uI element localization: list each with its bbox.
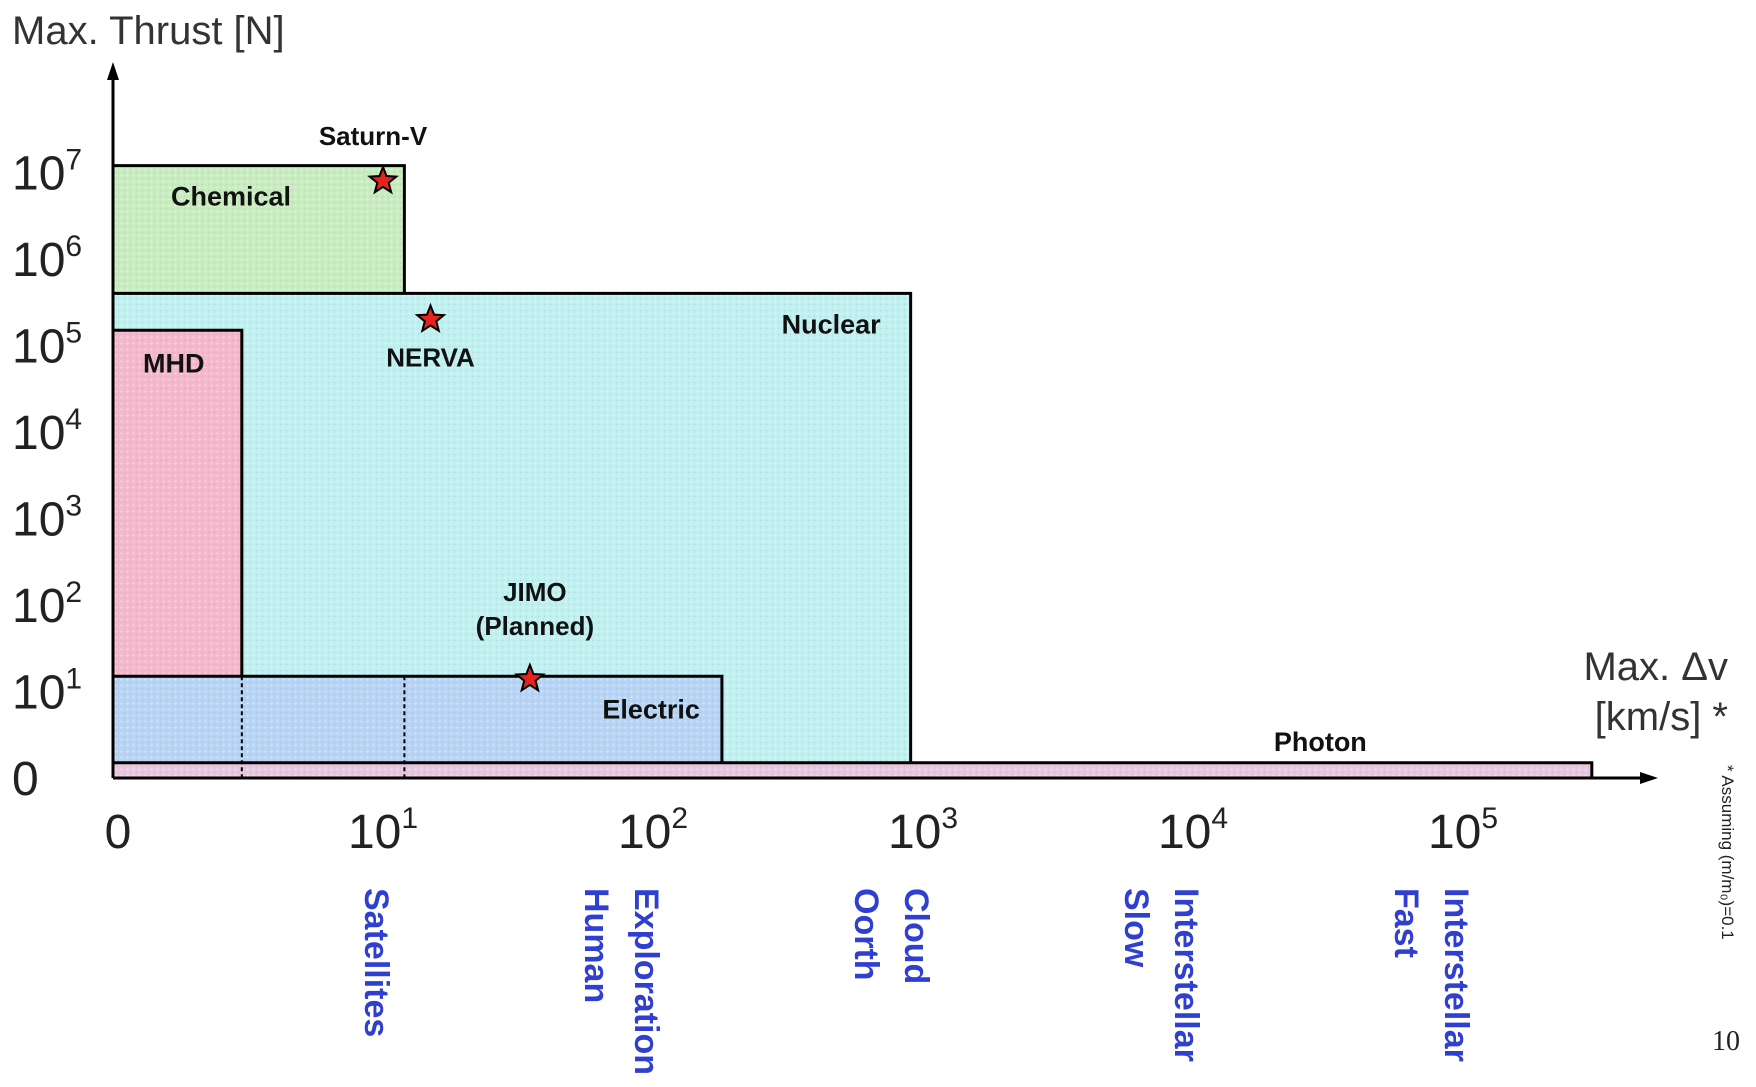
y-tick-label-0: 0 xyxy=(12,753,39,806)
x-tick-label-1: 101 xyxy=(348,802,418,859)
y-tick-label-7: 107 xyxy=(12,144,82,201)
page-number: 10 xyxy=(1712,1026,1740,1057)
y-tick-label-3: 103 xyxy=(12,490,82,547)
footnote: * Assuming (m/m₀)=0.1 xyxy=(1718,765,1737,940)
x-tick-label-2: 102 xyxy=(618,802,688,859)
mission-label-human-exploration-1: Exploration xyxy=(627,888,665,1075)
region-nuclear-outline xyxy=(113,291,913,778)
y-tick-label-2: 102 xyxy=(12,576,82,633)
point-label-jimo-planned-0: JIMO xyxy=(503,577,567,607)
x-axis-title-line1: Max. Δv xyxy=(1583,645,1728,689)
region-mhd-outline xyxy=(113,328,244,778)
y-axis-arrow xyxy=(107,62,119,80)
region-electric-texture xyxy=(113,676,722,778)
y-tick-label-6: 106 xyxy=(12,230,82,287)
axes-layer xyxy=(107,62,1658,784)
mission-label-slow-interstellar-0: Slow xyxy=(1117,888,1155,968)
regions-layer xyxy=(113,164,1594,778)
mission-label-oorth-cloud-0: Oorth xyxy=(847,888,885,981)
x-axis-title-line2: [km/s] * xyxy=(1595,695,1728,739)
y-tick-label-5: 105 xyxy=(12,317,82,374)
point-nerva-star-icon xyxy=(414,302,447,334)
region-electric-outline xyxy=(113,674,724,778)
point-label-saturn-v: Saturn-V xyxy=(319,121,428,151)
region-label-chemical: Chemical xyxy=(171,182,291,212)
x-tick-label-3: 103 xyxy=(888,802,958,859)
region-label-photon: Photon xyxy=(1274,727,1367,757)
mission-label-satellites: Satellites xyxy=(357,888,395,1037)
region-label-electric: Electric xyxy=(602,694,700,724)
y-tick-label-4: 104 xyxy=(12,403,82,460)
mission-label-fast-interstellar-1: Interstellar xyxy=(1437,888,1475,1062)
ticks-layer: 0 101 102 103 104 105 106 107 0 101 102 103 104 105 xyxy=(12,144,1498,860)
x-tick-label-0: 0 xyxy=(105,806,132,859)
mission-label-oorth-cloud-1: Cloud xyxy=(897,888,935,984)
x-tick-label-4: 104 xyxy=(1158,802,1228,859)
point-jimo-planned-star-icon xyxy=(513,662,546,693)
labels-layer: Chemical Nuclear MHD Electric Photon Saturn-V… xyxy=(143,121,1475,1075)
point-label-nerva: NERVA xyxy=(386,342,475,372)
region-label-mhd: MHD xyxy=(143,348,205,378)
region-label-nuclear: Nuclear xyxy=(782,309,882,339)
point-label-jimo-planned-1: (Planned) xyxy=(476,611,594,641)
y-axis-title: Max. Thrust [N] xyxy=(12,9,285,53)
mission-label-human-exploration-0: Human xyxy=(577,888,615,1003)
y-tick-label-1: 101 xyxy=(12,663,82,720)
point-saturn-v-star-icon xyxy=(367,164,399,195)
mission-label-slow-interstellar-1: Interstellar xyxy=(1167,888,1205,1062)
x-axis-arrow xyxy=(1640,772,1658,784)
mission-label-fast-interstellar-0: Fast xyxy=(1387,888,1425,958)
x-tick-label-5: 105 xyxy=(1428,802,1498,859)
region-photon-texture xyxy=(113,762,1592,778)
